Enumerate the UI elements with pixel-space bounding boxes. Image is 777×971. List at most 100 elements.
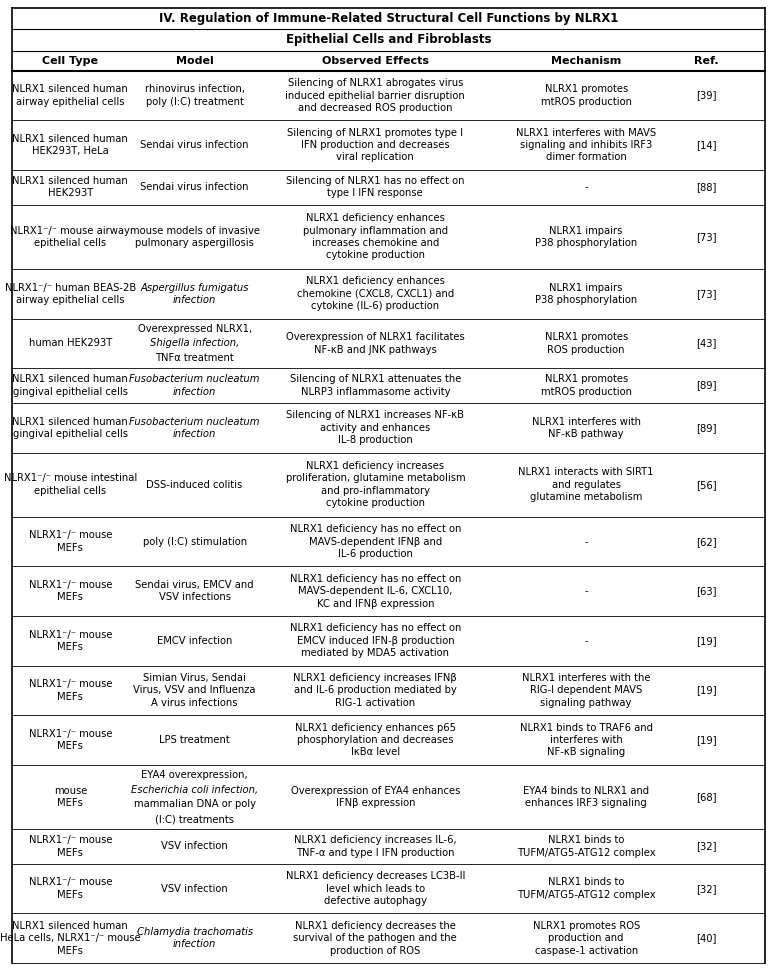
Text: human HEK293T: human HEK293T <box>29 338 112 349</box>
Text: Epithelial Cells and Fibroblasts: Epithelial Cells and Fibroblasts <box>286 33 491 47</box>
Text: Sendai virus infection: Sendai virus infection <box>141 183 249 192</box>
Text: [88]: [88] <box>696 183 717 192</box>
Text: [19]: [19] <box>696 636 717 646</box>
Text: -: - <box>584 183 588 192</box>
Text: Sendai virus, EMCV and
VSV infections: Sendai virus, EMCV and VSV infections <box>135 580 254 602</box>
Text: NLRX1 silenced human
gingival epithelial cells: NLRX1 silenced human gingival epithelial… <box>12 417 128 439</box>
Text: Silencing of NLRX1 promotes type I
IFN production and decreases
viral replicatio: Silencing of NLRX1 promotes type I IFN p… <box>287 128 463 162</box>
Text: [68]: [68] <box>696 792 717 802</box>
Text: NLRX1 deficiency decreases the
survival of the pathogen and the
production of RO: NLRX1 deficiency decreases the survival … <box>294 921 457 955</box>
Text: Escherichia coli infection,: Escherichia coli infection, <box>131 785 258 794</box>
Text: NLRX1 silenced human
HEK293T, HeLa: NLRX1 silenced human HEK293T, HeLa <box>12 134 128 156</box>
Text: [63]: [63] <box>696 586 717 596</box>
Text: [39]: [39] <box>696 90 717 101</box>
Text: Silencing of NLRX1 has no effect on
type I IFN response: Silencing of NLRX1 has no effect on type… <box>286 176 465 198</box>
Text: Fusobacterium nucleatum
infection: Fusobacterium nucleatum infection <box>129 375 260 397</box>
Text: Silencing of NLRX1 attenuates the
NLRP3 inflammasome activity: Silencing of NLRX1 attenuates the NLRP3 … <box>290 375 461 397</box>
Text: IV. Regulation of Immune-Related Structural Cell Functions by NLRX1: IV. Regulation of Immune-Related Structu… <box>159 12 618 25</box>
Text: EMCV infection: EMCV infection <box>157 636 232 646</box>
Text: Overexpression of NLRX1 facilitates
NF-κB and JNK pathways: Overexpression of NLRX1 facilitates NF-κ… <box>286 332 465 354</box>
Text: Sendai virus infection: Sendai virus infection <box>141 140 249 151</box>
Text: VSV infection: VSV infection <box>162 884 228 893</box>
Text: NLRX1⁻/⁻ mouse
MEFs: NLRX1⁻/⁻ mouse MEFs <box>29 580 112 602</box>
Text: -: - <box>584 636 588 646</box>
Text: rhinovirus infection,
poly (I:C) treatment: rhinovirus infection, poly (I:C) treatme… <box>145 84 245 107</box>
Text: NLRX1 promotes ROS
production and
caspase-1 activation: NLRX1 promotes ROS production and caspas… <box>532 921 639 955</box>
Text: Silencing of NLRX1 abrogates virus
induced epithelial barrier disruption
and dec: Silencing of NLRX1 abrogates virus induc… <box>285 78 465 113</box>
Text: Aspergillus fumigatus
infection: Aspergillus fumigatus infection <box>141 283 249 305</box>
Text: [40]: [40] <box>696 933 717 943</box>
Text: NLRX1 binds to TRAF6 and
interferes with
NF-κB signaling: NLRX1 binds to TRAF6 and interferes with… <box>520 722 653 757</box>
Text: NLRX1⁻/⁻ mouse
MEFs: NLRX1⁻/⁻ mouse MEFs <box>29 679 112 702</box>
Text: NLRX1 interferes with the
RIG-I dependent MAVS
signaling pathway: NLRX1 interferes with the RIG-I dependen… <box>522 673 650 708</box>
Text: [14]: [14] <box>696 140 717 151</box>
Text: NLRX1 silenced human
HEK293T: NLRX1 silenced human HEK293T <box>12 176 128 198</box>
Text: Ref.: Ref. <box>695 55 719 66</box>
Text: NLRX1 promotes
mtROS production: NLRX1 promotes mtROS production <box>541 375 632 397</box>
Text: [19]: [19] <box>696 686 717 695</box>
Text: DSS-induced colitis: DSS-induced colitis <box>147 480 242 489</box>
Text: NLRX1 interacts with SIRT1
and regulates
glutamine metabolism: NLRX1 interacts with SIRT1 and regulates… <box>518 467 654 502</box>
Text: NLRX1 binds to
TUFM/ATG5-ATG12 complex: NLRX1 binds to TUFM/ATG5-ATG12 complex <box>517 835 656 857</box>
Text: NLRX1⁻/⁻ mouse
MEFs: NLRX1⁻/⁻ mouse MEFs <box>29 530 112 552</box>
Text: poly (I:C) stimulation: poly (I:C) stimulation <box>142 537 246 547</box>
Text: mouse
MEFs: mouse MEFs <box>54 786 87 808</box>
Text: NLRX1 silenced human
airway epithelial cells: NLRX1 silenced human airway epithelial c… <box>12 84 128 107</box>
Text: TNFα treatment: TNFα treatment <box>155 353 234 363</box>
Text: NLRX1⁻/⁻ mouse
MEFs: NLRX1⁻/⁻ mouse MEFs <box>29 629 112 652</box>
Text: [89]: [89] <box>696 381 717 390</box>
Text: NLRX1 deficiency has no effect on
MAVS-dependent IFNβ and
IL-6 production: NLRX1 deficiency has no effect on MAVS-d… <box>290 524 461 559</box>
Text: Fusobacterium nucleatum
infection: Fusobacterium nucleatum infection <box>129 417 260 439</box>
Text: NLRX1 deficiency decreases LC3B-II
level which leads to
defective autophagy: NLRX1 deficiency decreases LC3B-II level… <box>286 871 465 906</box>
Text: NLRX1 deficiency enhances p65
phosphorylation and decreases
IκBα level: NLRX1 deficiency enhances p65 phosphoryl… <box>294 722 456 757</box>
Text: [62]: [62] <box>696 537 717 547</box>
Text: NLRX1 promotes
mtROS production: NLRX1 promotes mtROS production <box>541 84 632 107</box>
Text: NLRX1⁻/⁻ human BEAS-2B
airway epithelial cells: NLRX1⁻/⁻ human BEAS-2B airway epithelial… <box>5 283 136 305</box>
Text: NLRX1⁻/⁻ mouse
MEFs: NLRX1⁻/⁻ mouse MEFs <box>29 729 112 752</box>
Text: (I:C) treatments: (I:C) treatments <box>155 814 234 824</box>
Text: NLRX1 impairs
P38 phosphorylation: NLRX1 impairs P38 phosphorylation <box>535 225 637 248</box>
Text: NLRX1⁻/⁻ mouse intestinal
epithelial cells: NLRX1⁻/⁻ mouse intestinal epithelial cel… <box>4 474 137 496</box>
Text: [56]: [56] <box>696 480 717 489</box>
Text: Overexpressed NLRX1,: Overexpressed NLRX1, <box>138 323 252 334</box>
Text: [43]: [43] <box>696 338 717 349</box>
Text: NLRX1 silenced human
gingival epithelial cells: NLRX1 silenced human gingival epithelial… <box>12 375 128 397</box>
Text: Chlamydia trachomatis
infection: Chlamydia trachomatis infection <box>137 927 253 950</box>
Text: NLRX1 deficiency increases
proliferation, glutamine metabolism
and pro-inflammat: NLRX1 deficiency increases proliferation… <box>285 461 465 508</box>
Text: NLRX1 interferes with MAVS
signaling and inhibits IRF3
dimer formation: NLRX1 interferes with MAVS signaling and… <box>516 128 657 162</box>
Text: NLRX1 deficiency enhances
chemokine (CXCL8, CXCL1) and
cytokine (IL-6) productio: NLRX1 deficiency enhances chemokine (CXC… <box>297 277 454 312</box>
Text: NLRX1 deficiency has no effect on
EMCV induced IFN-β production
mediated by MDA5: NLRX1 deficiency has no effect on EMCV i… <box>290 623 461 658</box>
Text: NLRX1 silenced human
HeLa cells, NLRX1⁻/⁻ mouse
MEFs: NLRX1 silenced human HeLa cells, NLRX1⁻/… <box>0 921 141 955</box>
Text: [19]: [19] <box>696 735 717 745</box>
Text: NLRX1 deficiency increases IL-6,
TNF-α and type I IFN production: NLRX1 deficiency increases IL-6, TNF-α a… <box>294 835 457 857</box>
Text: NLRX1⁻/⁻ mouse airway
epithelial cells: NLRX1⁻/⁻ mouse airway epithelial cells <box>10 225 131 248</box>
Text: Silencing of NLRX1 increases NF-κB
activity and enhances
IL-8 production: Silencing of NLRX1 increases NF-κB activ… <box>286 411 465 445</box>
Text: Cell Type: Cell Type <box>43 55 99 66</box>
Text: NLRX1 binds to
TUFM/ATG5-ATG12 complex: NLRX1 binds to TUFM/ATG5-ATG12 complex <box>517 878 656 900</box>
Text: [32]: [32] <box>696 884 717 893</box>
Text: Overexpression of EYA4 enhances
IFNβ expression: Overexpression of EYA4 enhances IFNβ exp… <box>291 786 460 808</box>
Text: [73]: [73] <box>696 288 717 299</box>
Text: NLRX1 deficiency has no effect on
MAVS-dependent IL-6, CXCL10,
KC and IFNβ expre: NLRX1 deficiency has no effect on MAVS-d… <box>290 574 461 609</box>
Text: [73]: [73] <box>696 232 717 242</box>
Text: NLRX1 promotes
ROS production: NLRX1 promotes ROS production <box>545 332 628 354</box>
Text: NLRX1 deficiency increases IFNβ
and IL-6 production mediated by
RIG-1 activation: NLRX1 deficiency increases IFNβ and IL-6… <box>294 673 457 708</box>
Text: NLRX1 impairs
P38 phosphorylation: NLRX1 impairs P38 phosphorylation <box>535 283 637 305</box>
Text: VSV infection: VSV infection <box>162 842 228 852</box>
Text: Mechanism: Mechanism <box>551 55 622 66</box>
Text: mammalian DNA or poly: mammalian DNA or poly <box>134 799 256 809</box>
Text: mouse models of invasive
pulmonary aspergillosis: mouse models of invasive pulmonary asper… <box>130 225 260 248</box>
Text: [32]: [32] <box>696 842 717 852</box>
Text: -: - <box>584 537 588 547</box>
Text: Model: Model <box>176 55 214 66</box>
Text: EYA4 binds to NLRX1 and
enhances IRF3 signaling: EYA4 binds to NLRX1 and enhances IRF3 si… <box>523 786 650 808</box>
Text: Observed Effects: Observed Effects <box>322 55 429 66</box>
Text: NLRX1 deficiency enhances
pulmonary inflammation and
increases chemokine and
cyt: NLRX1 deficiency enhances pulmonary infl… <box>303 214 448 260</box>
Text: NLRX1⁻/⁻ mouse
MEFs: NLRX1⁻/⁻ mouse MEFs <box>29 835 112 857</box>
Text: NLRX1⁻/⁻ mouse
MEFs: NLRX1⁻/⁻ mouse MEFs <box>29 878 112 900</box>
Text: NLRX1 interferes with
NF-κB pathway: NLRX1 interferes with NF-κB pathway <box>531 417 641 439</box>
Text: [89]: [89] <box>696 422 717 433</box>
Text: -: - <box>584 586 588 596</box>
Text: Shigella infection,: Shigella infection, <box>150 338 239 349</box>
Text: Simian Virus, Sendai
Virus, VSV and Influenza
A virus infections: Simian Virus, Sendai Virus, VSV and Infl… <box>134 673 256 708</box>
